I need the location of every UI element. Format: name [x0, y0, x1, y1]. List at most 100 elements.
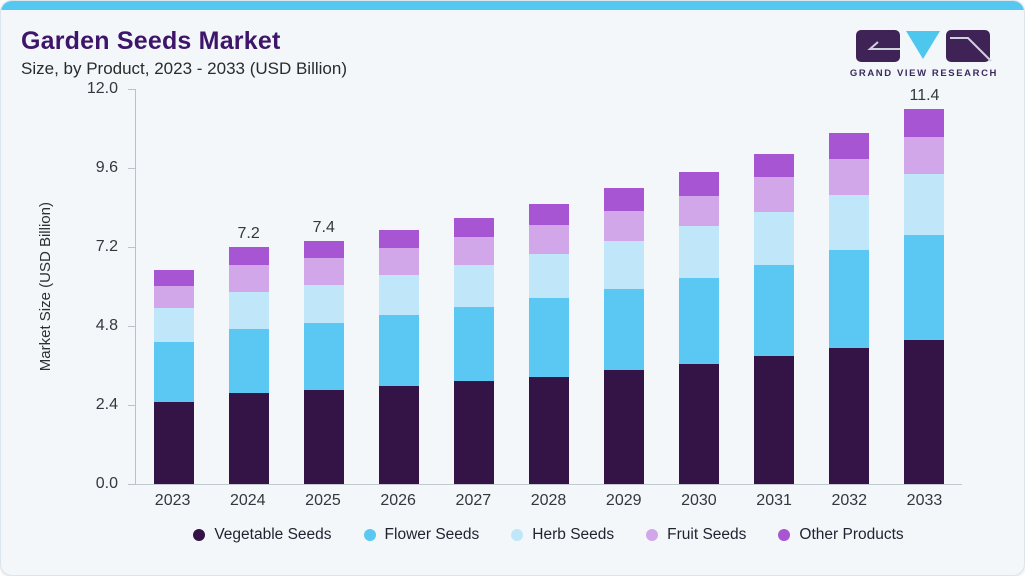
total-value-label: 7.4 — [312, 218, 335, 236]
y-tick-mark-icon — [128, 247, 136, 248]
bar-column-2023 — [136, 89, 211, 484]
legend-label: Herb Seeds — [532, 526, 615, 543]
bar-segment — [529, 203, 570, 226]
y-tick-label: 12.0 — [86, 80, 118, 97]
bar-segment — [679, 277, 720, 365]
header: Garden Seeds Market Size, by Product, 20… — [1, 10, 1024, 79]
stacked-bar-2025 — [303, 240, 344, 484]
legend-label: Fruit Seeds — [667, 526, 747, 543]
bar-segment — [153, 401, 194, 484]
title-block: Garden Seeds Market Size, by Product, 20… — [21, 27, 347, 79]
bar-segment — [604, 210, 645, 242]
legend-dot-icon — [511, 529, 524, 541]
bar-segment — [679, 225, 720, 278]
bar-segment — [829, 132, 870, 159]
stacked-bar-2032 — [829, 132, 870, 484]
bar-column-2024: 7.2 — [211, 89, 286, 484]
bar-column-2026 — [361, 89, 436, 484]
gvr-logo: GRAND VIEW RESEARCH — [850, 29, 998, 79]
bar-column-2030 — [662, 89, 737, 484]
plot-area: 0.0 2.4 4.8 7.2 9.6 12.0 7.2 7.4 11.4 — [87, 80, 962, 492]
y-axis-title-wrap: Market Size (USD Billion) — [19, 89, 71, 485]
bar-segment — [904, 108, 945, 138]
bar-segment — [604, 241, 645, 289]
bar-segment — [904, 234, 945, 340]
bar-segment — [303, 257, 344, 285]
bar-segment — [303, 240, 344, 258]
bar-segment — [604, 370, 645, 484]
stacked-bar-2031 — [754, 154, 795, 484]
legend: Vegetable Seeds Flower Seeds Herb Seeds Fru… — [135, 526, 962, 544]
legend-item: Fruit Seeds — [646, 526, 746, 544]
x-tick-label: 2024 — [229, 492, 266, 509]
bar-column-2027 — [436, 89, 511, 484]
stacked-bar-2023 — [153, 270, 194, 484]
bar-segment — [529, 377, 570, 484]
bar-column-2028 — [511, 89, 586, 484]
bar-segment — [829, 158, 870, 196]
bar-segment — [829, 250, 870, 349]
legend-item: Vegetable Seeds — [193, 526, 332, 544]
x-tick-label: 2032 — [831, 492, 868, 509]
bar-segment — [153, 341, 194, 402]
legend-dot-icon — [778, 529, 791, 541]
bar-column-2033: 11.4 — [887, 87, 962, 484]
bar-segment — [228, 291, 269, 329]
legend-label: Other Products — [799, 526, 904, 543]
bar-segment — [829, 195, 870, 251]
bar-segment — [529, 254, 570, 299]
bar-segment — [754, 154, 795, 178]
x-tick-label: 2027 — [455, 492, 492, 509]
bar-segment — [453, 381, 494, 484]
bar-segment — [754, 356, 795, 484]
y-tick-mark-icon — [128, 168, 136, 169]
bar-segment — [679, 196, 720, 226]
y-axis-title: Market Size (USD Billion) — [36, 202, 54, 372]
bar-segment — [378, 247, 419, 275]
gvr-logo-text: GRAND VIEW RESEARCH — [849, 68, 998, 79]
y-tick-mark-icon — [128, 326, 136, 327]
bar-column-2029 — [587, 89, 662, 484]
legend-dot-icon — [646, 529, 659, 541]
bar-segment — [604, 288, 645, 371]
bar-segment — [378, 229, 419, 248]
bar-segment — [529, 225, 570, 255]
stacked-bar-2024 — [228, 247, 269, 484]
y-tick-mark-icon — [128, 484, 136, 485]
stacked-bar-2030 — [679, 171, 720, 484]
bar-segment — [754, 177, 795, 212]
x-tick-label: 2030 — [681, 492, 717, 509]
bar-segment — [228, 247, 269, 266]
bar-segment — [453, 236, 494, 265]
stacked-bar-2028 — [529, 203, 570, 484]
x-tick-label: 2029 — [605, 492, 642, 509]
chart-section: Market Size (USD Billion) 0.0 2.4 4.8 7.2 9.… — [19, 80, 1024, 544]
gvr-logo-mark-icon — [855, 30, 992, 62]
y-tick-mark-icon — [128, 89, 136, 90]
legend-dot-icon — [193, 529, 206, 541]
bar-segment — [153, 285, 194, 309]
legend-item: Herb Seeds — [511, 526, 614, 544]
y-tick-label: 7.2 — [95, 238, 118, 255]
bar-segment — [228, 328, 269, 394]
page-title: Garden Seeds Market — [21, 27, 281, 55]
x-tick-label: 2033 — [906, 492, 943, 509]
bar-segment — [679, 171, 720, 197]
stacked-bar-2026 — [378, 229, 419, 484]
bar-segment — [228, 265, 269, 292]
bar-segment — [679, 364, 720, 484]
bar-segment — [378, 274, 419, 316]
bar-segment — [754, 211, 795, 266]
stacked-bar-2033 — [904, 108, 945, 484]
bar-segment — [153, 270, 194, 286]
bar-segment — [904, 137, 945, 174]
bar-segment — [303, 323, 344, 391]
bar-segment — [754, 265, 795, 356]
y-tick-label: 0.0 — [95, 475, 118, 492]
bar-segment — [153, 308, 194, 342]
bar-segment — [228, 393, 269, 484]
x-tick-label: 2025 — [305, 492, 341, 509]
bar-segment — [604, 188, 645, 211]
bar-segment — [529, 298, 570, 377]
